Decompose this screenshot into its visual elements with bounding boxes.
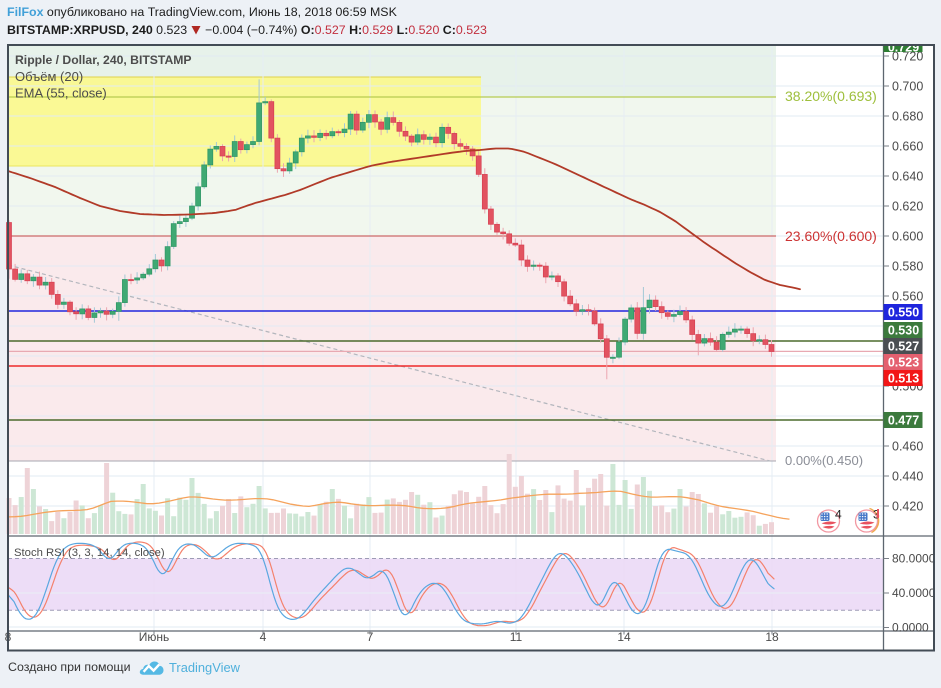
svg-text:0.527: 0.527	[888, 340, 919, 354]
svg-text:38.20%(0.693): 38.20%(0.693)	[785, 88, 877, 104]
svg-text:0.460: 0.460	[892, 440, 923, 454]
svg-text:0.680: 0.680	[892, 110, 923, 124]
svg-text:0.477: 0.477	[888, 414, 919, 428]
svg-text:0.640: 0.640	[892, 170, 923, 184]
svg-text:0.513: 0.513	[888, 372, 919, 386]
svg-text:0.560: 0.560	[892, 290, 923, 304]
svg-text:80.0000: 80.0000	[892, 552, 936, 566]
svg-text:4: 4	[835, 508, 842, 522]
svg-text:Stoch RSI (3, 3, 14, 14, close: Stoch RSI (3, 3, 14, 14, close)	[14, 547, 165, 559]
svg-text:0.620: 0.620	[892, 200, 923, 214]
svg-text:0.720: 0.720	[892, 50, 923, 64]
svg-text:0.700: 0.700	[892, 80, 923, 94]
svg-text:0.0000: 0.0000	[892, 621, 929, 635]
svg-text:0.729: 0.729	[888, 41, 919, 55]
svg-text:0.440: 0.440	[892, 470, 923, 484]
svg-text:0.420: 0.420	[892, 500, 923, 514]
svg-text:14: 14	[617, 630, 631, 644]
svg-text:0.580: 0.580	[892, 260, 923, 274]
svg-text:0.600: 0.600	[892, 230, 923, 244]
svg-text:0.523: 0.523	[888, 356, 919, 370]
svg-text:0.550: 0.550	[888, 306, 919, 320]
svg-text:Объём (20): Объём (20)	[15, 69, 83, 84]
svg-text:0.660: 0.660	[892, 140, 923, 154]
svg-text:4: 4	[260, 630, 267, 644]
svg-text:40.0000: 40.0000	[892, 586, 936, 600]
svg-text:7: 7	[367, 630, 374, 644]
svg-text:Ripple / Dollar, 240, BITSTAMP: Ripple / Dollar, 240, BITSTAMP	[15, 53, 192, 67]
svg-text:18: 18	[765, 630, 779, 644]
svg-text:11: 11	[510, 630, 523, 644]
svg-text:EMA (55, close): EMA (55, close)	[15, 86, 107, 101]
svg-text:0.530: 0.530	[888, 324, 919, 338]
svg-text:0.00%(0.450): 0.00%(0.450)	[785, 453, 863, 468]
svg-text:3: 3	[873, 508, 880, 522]
svg-text:Июнь: Июнь	[139, 630, 170, 644]
svg-text:23.60%(0.600): 23.60%(0.600)	[785, 228, 877, 244]
